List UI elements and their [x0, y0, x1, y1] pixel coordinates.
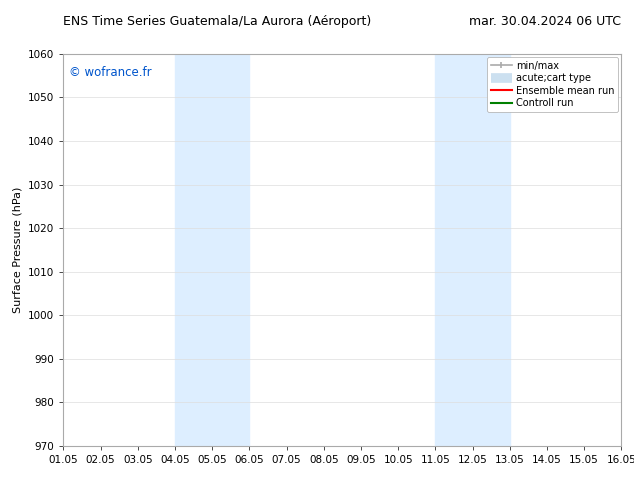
Text: ENS Time Series Guatemala/La Aurora (Aéroport): ENS Time Series Guatemala/La Aurora (Aér…	[63, 15, 372, 28]
Text: mar. 30.04.2024 06 UTC: mar. 30.04.2024 06 UTC	[469, 15, 621, 28]
Y-axis label: Surface Pressure (hPa): Surface Pressure (hPa)	[13, 187, 23, 313]
Bar	[175, 54, 249, 446]
Legend: min/max, acute;cart type, Ensemble mean run, Controll run: min/max, acute;cart type, Ensemble mean …	[487, 57, 618, 112]
Bar	[436, 54, 510, 446]
Text: © wofrance.fr: © wofrance.fr	[69, 66, 152, 79]
